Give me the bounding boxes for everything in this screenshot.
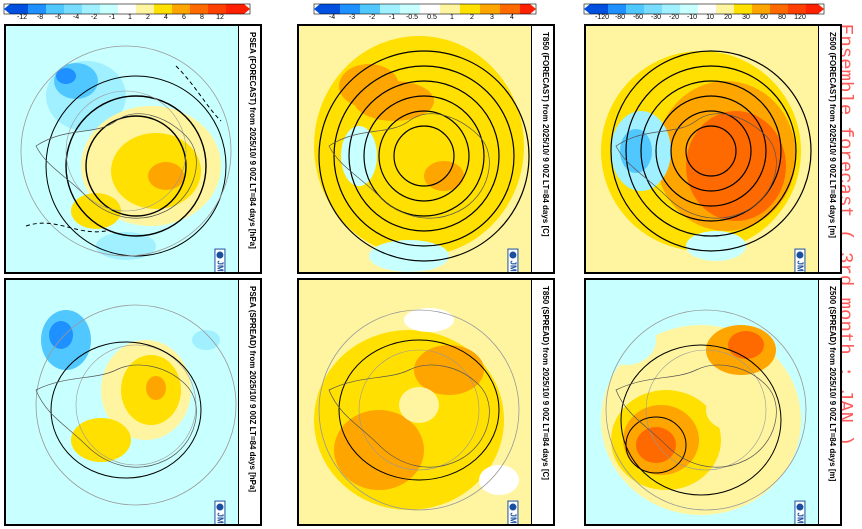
t850-spread-label: T850 (SPREAD) from 2025/10/ 9 00Z LT=84 … <box>541 286 550 480</box>
psea-colorbar-tick: -2 <box>91 14 97 20</box>
psea-colorbar-tick: -12 <box>17 14 27 20</box>
z500-forecast-label-bar: Z500 (FORECAST) from 2025/10/ 9 00Z LT=8… <box>818 26 840 272</box>
jma-logo-icon <box>216 251 224 259</box>
t850-spread-map <box>299 280 535 524</box>
z500-colorbar-svg: -120 -80 -60 -30 -20 -10 10 20 30 60 80 120 <box>583 3 825 20</box>
jma-logo-icon <box>216 503 224 511</box>
psea-colorbar-tick: 6 <box>182 14 186 20</box>
psea-spread-jma-logo: JMA <box>204 500 236 524</box>
t850-colorbar-tick: -4 <box>329 14 335 20</box>
psea-spread-label: PSEA (SPREAD) from 2025/10/ 9 00Z LT=84 … <box>248 286 257 493</box>
t850-colorbar-tick: 0.5 <box>427 14 437 20</box>
z500-colorbar-tick: -60 <box>633 14 643 20</box>
psea-spread-panel: PSEA (SPREAD) from 2025/10/ 9 00Z LT=84 … <box>4 278 262 526</box>
z500-forecast-panel: Z500 (FORECAST) from 2025/10/ 9 00Z LT=8… <box>584 24 842 274</box>
psea-forecast-jma-logo: JMA <box>204 248 236 272</box>
z500-colorbar-tick: -20 <box>669 14 679 20</box>
z500-forecast-map <box>586 26 822 272</box>
psea-colorbar-tick: -4 <box>73 14 79 20</box>
t850-colorbar-svg: -4 -3 -2 -1 -0.5 0.5 1 2 3 4 <box>313 3 537 20</box>
t850-forecast-jma-logo: JMA <box>497 248 529 272</box>
psea-forecast-label: PSEA (FORECAST) from 2025/10/ 9 00Z LT=8… <box>248 32 257 249</box>
z500-colorbar-tick: -10 <box>687 14 697 20</box>
jma-logo-icon <box>796 251 804 259</box>
psea-colorbar-tick: 2 <box>146 14 150 20</box>
z500-spread-jma-logo: JMA <box>784 500 816 524</box>
z500-colorbar-tick: 20 <box>724 14 732 20</box>
psea-forecast-map <box>6 26 242 272</box>
psea-colorbar-tick: -8 <box>37 14 43 20</box>
t850-spread-panel: T850 (SPREAD) from 2025/10/ 9 00Z LT=84 … <box>297 278 555 526</box>
t850-forecast-map <box>299 26 535 272</box>
t850-colorbar-tick: -2 <box>369 14 375 20</box>
z500-spread-panel: Z500 (SPREAD) from 2025/10/ 9 00Z LT=84 … <box>584 278 842 526</box>
psea-colorbar-tick: 12 <box>216 14 224 20</box>
t850-forecast-label: T850 (FORECAST) from 2025/10/ 9 00Z LT=8… <box>541 32 550 237</box>
t850-colorbar-tick: -0.5 <box>406 14 418 20</box>
z500-colorbar-tick: 30 <box>742 14 750 20</box>
t850-colorbar-tick: -3 <box>349 14 355 20</box>
z500-forecast-label: Z500 (FORECAST) from 2025/10/ 9 00Z LT=8… <box>828 32 837 238</box>
z500-spread-label: Z500 (SPREAD) from 2025/10/ 9 00Z LT=84 … <box>828 286 837 482</box>
t850-colorbar-tick: -1 <box>389 14 395 20</box>
z500-colorbar-tick: 60 <box>760 14 768 20</box>
t850-colorbar-tick: 4 <box>510 14 514 20</box>
t850-spread-label-bar: T850 (SPREAD) from 2025/10/ 9 00Z LT=84 … <box>531 280 553 524</box>
psea-spread-label-bar: PSEA (SPREAD) from 2025/10/ 9 00Z LT=84 … <box>238 280 260 524</box>
psea-colorbar-tick: 4 <box>164 14 168 20</box>
psea-colorbar-tick: 1 <box>128 14 132 20</box>
jma-logo-icon <box>509 503 517 511</box>
psea-colorbar: -12 -8 -6 -4 -2 -1 1 2 4 6 8 12 <box>0 2 260 20</box>
jma-logo-icon <box>509 251 517 259</box>
psea-spread-map <box>6 280 242 524</box>
t850-colorbar-tick: 2 <box>470 14 474 20</box>
psea-colorbar-tick: -1 <box>109 14 115 20</box>
z500-colorbar-tick: 120 <box>794 14 806 20</box>
z500-spread-map <box>586 280 822 524</box>
psea-forecast-label-bar: PSEA (FORECAST) from 2025/10/ 9 00Z LT=8… <box>238 26 260 272</box>
z500-colorbar-tick: -80 <box>615 14 625 20</box>
psea-colorbar-svg: -12 -8 -6 -4 -2 -1 1 2 4 6 8 12 <box>3 3 251 20</box>
z500-colorbar: -120 -80 -60 -30 -20 -10 10 20 30 60 80 120 <box>580 2 830 20</box>
z500-colorbar-tick: -120 <box>595 14 609 20</box>
t850-spread-jma-logo: JMA <box>497 500 529 524</box>
t850-colorbar: -4 -3 -2 -1 -0.5 0.5 1 2 3 4 <box>310 2 540 20</box>
psea-colorbar-tick: 8 <box>200 14 204 20</box>
t850-forecast-panel: T850 (FORECAST) from 2025/10/ 9 00Z LT=8… <box>297 24 555 274</box>
t850-colorbar-tick: 1 <box>450 14 454 20</box>
t850-colorbar-tick: 3 <box>490 14 494 20</box>
z500-spread-label-bar: Z500 (SPREAD) from 2025/10/ 9 00Z LT=84 … <box>818 280 840 524</box>
z500-forecast-jma-logo: JMA <box>784 248 816 272</box>
psea-colorbar-tick: -6 <box>55 14 61 20</box>
z500-colorbar-tick: -30 <box>651 14 661 20</box>
psea-forecast-panel: PSEA (FORECAST) from 2025/10/ 9 00Z LT=8… <box>4 24 262 274</box>
t850-forecast-label-bar: T850 (FORECAST) from 2025/10/ 9 00Z LT=8… <box>531 26 553 272</box>
z500-colorbar-tick: 80 <box>778 14 786 20</box>
jma-logo-icon <box>796 503 804 511</box>
z500-colorbar-tick: 10 <box>706 14 714 20</box>
